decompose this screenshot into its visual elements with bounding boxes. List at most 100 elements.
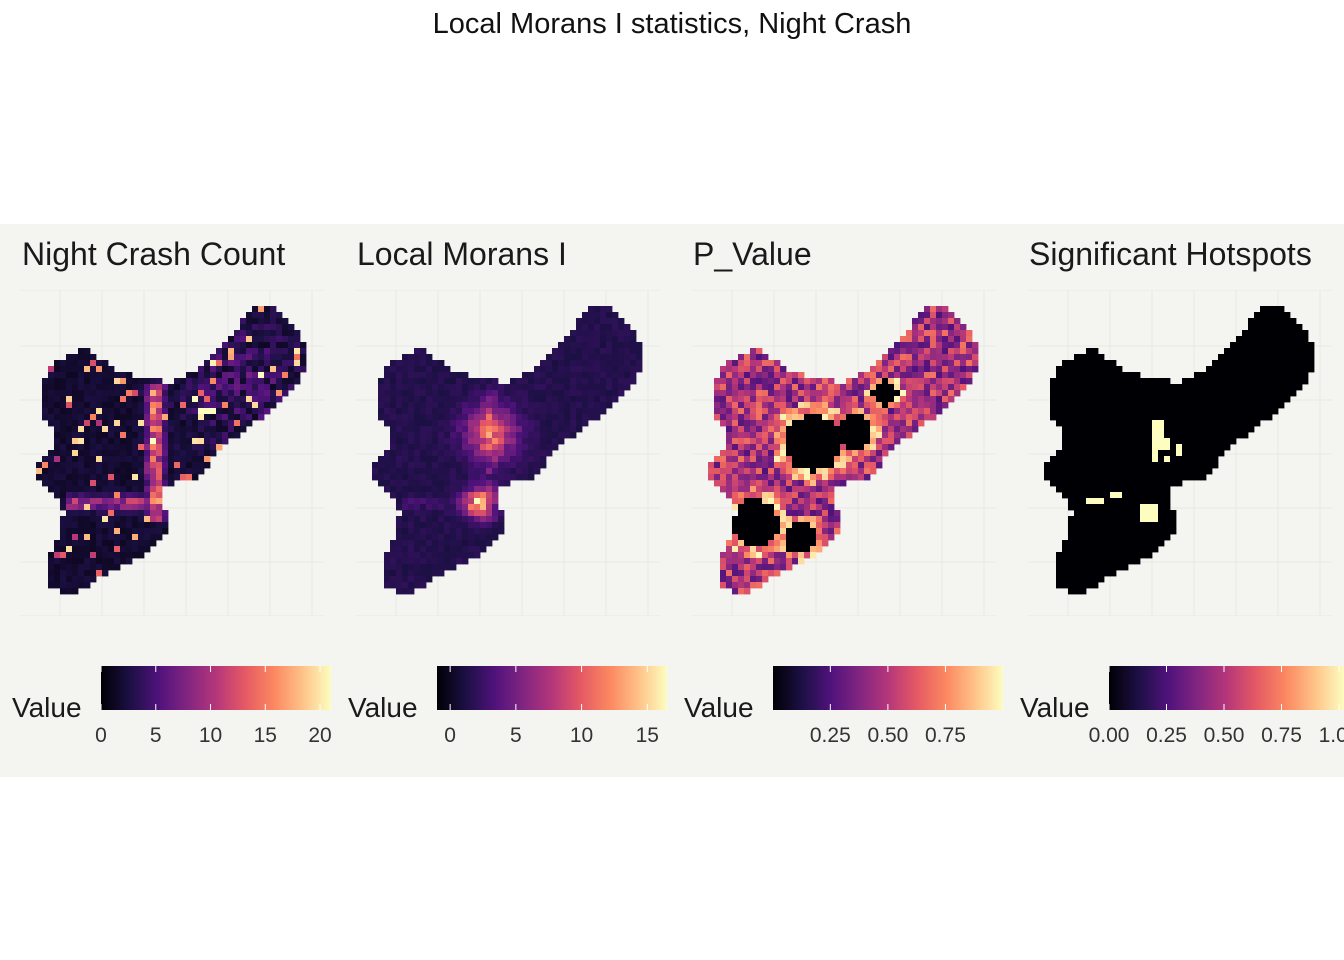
- map-cell: [744, 558, 751, 565]
- map-cell: [762, 396, 769, 403]
- map-cell: [144, 432, 151, 439]
- map-cell: [804, 384, 811, 391]
- map-cell: [1116, 390, 1123, 397]
- map-cell: [762, 546, 769, 553]
- map-cell: [1200, 372, 1207, 379]
- map-cell: [240, 324, 247, 331]
- map-cell: [774, 378, 781, 385]
- map-cell: [1068, 408, 1075, 415]
- map-cell: [1098, 414, 1105, 421]
- map-cell: [816, 534, 823, 541]
- map-cell: [852, 414, 859, 421]
- map-cell: [594, 306, 601, 313]
- map-cell: [792, 546, 799, 553]
- map-cell: [1104, 570, 1111, 577]
- map-cell: [198, 420, 205, 427]
- map-cell: [1116, 426, 1123, 433]
- map-cell: [498, 438, 505, 445]
- map-cell: [1254, 402, 1261, 409]
- map-cell: [924, 384, 931, 391]
- map-cell: [198, 468, 205, 475]
- map-cell: [522, 432, 529, 439]
- map-cell: [888, 414, 895, 421]
- map-cell: [462, 396, 469, 403]
- map-cell: [198, 366, 205, 373]
- map-cell: [1248, 402, 1255, 409]
- map-cell: [1116, 456, 1123, 463]
- map-cell: [750, 540, 757, 547]
- map-cell: [840, 450, 847, 457]
- map-cell: [876, 396, 883, 403]
- map-cell: [420, 546, 427, 553]
- map-cell: [738, 468, 745, 475]
- map-cell: [1266, 360, 1273, 367]
- map-cell: [582, 372, 589, 379]
- map-cell: [1092, 366, 1099, 373]
- map-cell: [1074, 528, 1081, 535]
- map-cell: [588, 384, 595, 391]
- map-cell: [1164, 408, 1171, 415]
- map-cell: [138, 498, 145, 505]
- map-cell: [786, 498, 793, 505]
- map-cell: [738, 444, 745, 451]
- map-cell: [144, 474, 151, 481]
- map-cell: [1050, 378, 1057, 385]
- map-cell: [108, 402, 115, 409]
- map-cell: [1122, 540, 1129, 547]
- map-cell: [588, 360, 595, 367]
- map-cell: [1254, 318, 1261, 325]
- map-cell: [252, 312, 259, 319]
- map-cell: [1056, 450, 1063, 457]
- map-cell: [762, 570, 769, 577]
- map-cell: [510, 396, 517, 403]
- map-cell: [1182, 456, 1189, 463]
- map-cell: [1302, 354, 1309, 361]
- map-cell: [1080, 492, 1087, 499]
- map-cell: [456, 378, 463, 385]
- map-cell: [150, 444, 157, 451]
- map-cell: [1080, 384, 1087, 391]
- map-cell: [798, 450, 805, 457]
- map-cell: [126, 552, 133, 559]
- map-cell: [1062, 402, 1069, 409]
- map-cell: [1104, 408, 1111, 415]
- map-cell: [432, 384, 439, 391]
- map-cell: [1110, 426, 1117, 433]
- map-cell: [48, 420, 55, 427]
- map-cell: [588, 312, 595, 319]
- map-cell: [534, 372, 541, 379]
- map-cell: [786, 414, 793, 421]
- map-cell: [432, 528, 439, 535]
- map-cell: [1080, 582, 1087, 589]
- map-cell: [162, 510, 169, 517]
- map-cell: [1206, 402, 1213, 409]
- map-cell: [576, 342, 583, 349]
- map-cell: [588, 372, 595, 379]
- map-cell: [1218, 378, 1225, 385]
- map-cell: [486, 420, 493, 427]
- map-cell: [564, 402, 571, 409]
- map-cell: [486, 384, 493, 391]
- map-cell: [438, 360, 445, 367]
- map-cell: [180, 468, 187, 475]
- map-cell: [162, 522, 169, 529]
- map-cell: [876, 438, 883, 445]
- map-cell: [474, 510, 481, 517]
- map-cell: [84, 390, 91, 397]
- map-cell: [900, 360, 907, 367]
- map-cell: [282, 354, 289, 361]
- map-cell: [768, 360, 775, 367]
- map-cell: [744, 360, 751, 367]
- map-cell: [834, 384, 841, 391]
- map-cell: [144, 378, 151, 385]
- map-cell: [414, 432, 421, 439]
- map-cell: [444, 396, 451, 403]
- map-cell: [246, 384, 253, 391]
- map-cell: [774, 540, 781, 547]
- map-cell: [90, 378, 97, 385]
- map-cell: [1128, 486, 1135, 493]
- map-cell: [852, 390, 859, 397]
- map-cell: [798, 426, 805, 433]
- map-cell: [924, 378, 931, 385]
- map-cell: [954, 336, 961, 343]
